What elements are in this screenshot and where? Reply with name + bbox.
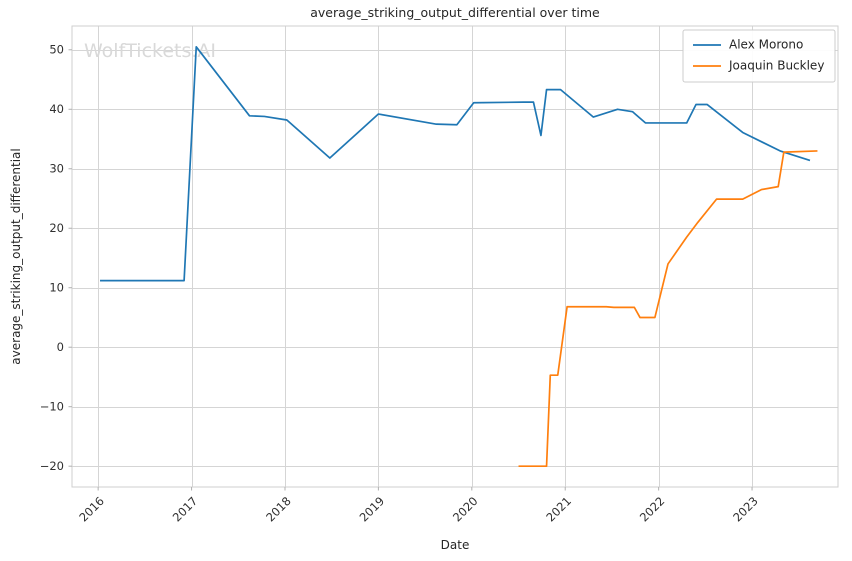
series-line-joaquin-buckley bbox=[518, 150, 818, 468]
chart-legend[interactable]: Alex Morono Joaquin Buckley bbox=[682, 29, 836, 83]
legend-background bbox=[682, 29, 836, 83]
plot-area-border bbox=[71, 25, 839, 488]
y-axis-ticks: −20 −10 0 10 20 30 40 50 bbox=[40, 43, 72, 473]
y-tick-label: 40 bbox=[49, 102, 64, 116]
series-lines bbox=[100, 45, 818, 468]
y-tick-label: −20 bbox=[40, 459, 64, 473]
legend-label-0[interactable]: Alex Morono bbox=[729, 38, 803, 52]
series-line-alex-morono bbox=[100, 45, 811, 282]
gridlines bbox=[72, 26, 838, 487]
y-tick-label: 50 bbox=[49, 43, 64, 57]
y-tick-label: 0 bbox=[57, 340, 64, 354]
plot-background bbox=[72, 26, 838, 487]
y-tick-label: 10 bbox=[49, 281, 64, 295]
y-tick-label: 30 bbox=[49, 162, 64, 176]
y-tick-label: 20 bbox=[49, 221, 64, 235]
chart-title: average_striking_output_differential ove… bbox=[310, 5, 600, 20]
y-tick-label: −10 bbox=[40, 400, 64, 414]
legend-label-1[interactable]: Joaquin Buckley bbox=[728, 59, 824, 73]
watermark: WolfTickets.AI bbox=[84, 40, 216, 62]
x-axis-label: Date bbox=[441, 538, 470, 552]
y-axis-label: average_striking_output_differential bbox=[9, 148, 23, 364]
